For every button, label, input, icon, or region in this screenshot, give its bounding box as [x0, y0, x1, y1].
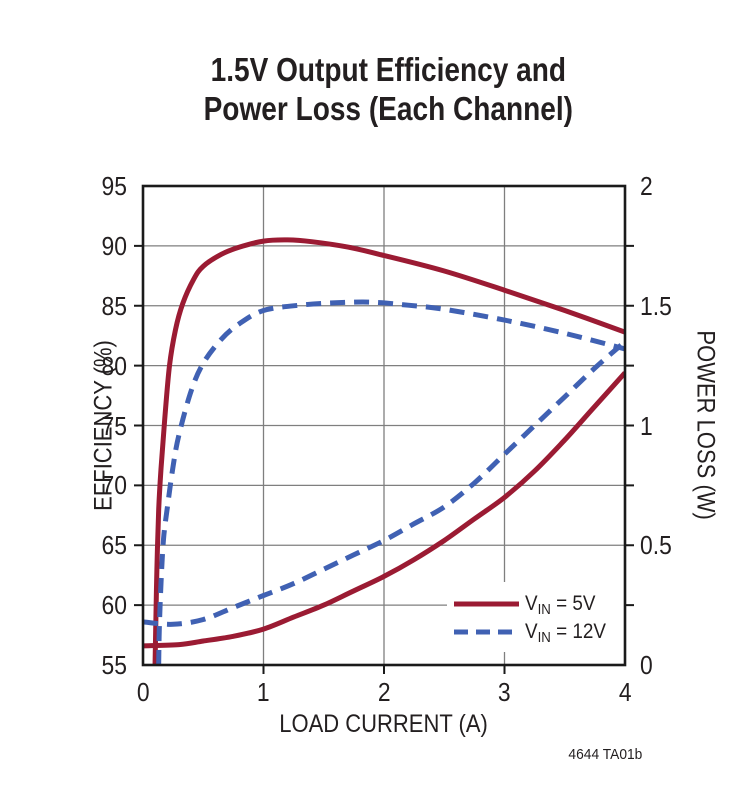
chart-title-line2: Power Loss (Each Channel): [203, 90, 573, 127]
y-right-tick-0: 0: [640, 650, 653, 680]
y-left-tick-80: 80: [101, 350, 127, 381]
x-tick-1: 1: [257, 677, 270, 707]
figure-ref: 4644 TA01b: [562, 746, 642, 763]
x-axis-label: LOAD CURRENT (A): [143, 710, 625, 739]
y-left-tick-70: 70: [101, 470, 127, 501]
x-tick-3: 3: [498, 677, 511, 707]
x-tick-4: 4: [618, 677, 632, 707]
figure-ref-text: 4644 TA01b: [568, 746, 642, 763]
x-axis-label-text: LOAD CURRENT (A): [279, 710, 489, 738]
series-loss_5v: [143, 371, 625, 649]
x-tick-0: 0: [136, 677, 150, 707]
y-axis-label-right-text: POWER LOSS (W): [691, 330, 720, 521]
series-eff_5v: [152, 237, 625, 665]
chart-title: 1.5V Output Efficiency and Power Loss (E…: [17, 50, 742, 128]
y-axis-label-left: EFFICIENCY (%): [90, 226, 119, 626]
y-right-tick-1: 1: [640, 410, 653, 441]
y-right-tick-0.5: 0.5: [640, 530, 672, 561]
x-tick-2: 2: [377, 677, 391, 707]
series-loss_12v: [143, 339, 625, 627]
legend-background: [447, 582, 624, 652]
y-right-tick-1.5: 1.5: [640, 290, 672, 321]
y-left-tick-75: 75: [101, 410, 127, 441]
y-left-tick-85: 85: [101, 290, 127, 321]
legend-entry-12v: VIN = 12V: [525, 620, 607, 646]
chart-title-line1: 1.5V Output Efficiency and: [210, 51, 566, 88]
y-axis-label-left-text: EFFICIENCY (%): [89, 340, 118, 511]
y-left-tick-95: 95: [101, 171, 127, 201]
y-left-tick-65: 65: [101, 530, 127, 561]
series-eff_12v: [156, 299, 625, 665]
legend-entry-5v: VIN = 5V: [525, 592, 596, 618]
y-left-tick-55: 55: [101, 650, 127, 680]
y-left-tick-60: 60: [101, 590, 127, 621]
y-right-tick-2: 2: [640, 171, 653, 201]
y-axis-label-right: POWER LOSS (W): [691, 226, 720, 626]
plot-frame: [141, 184, 627, 667]
y-left-tick-90: 90: [101, 230, 127, 261]
